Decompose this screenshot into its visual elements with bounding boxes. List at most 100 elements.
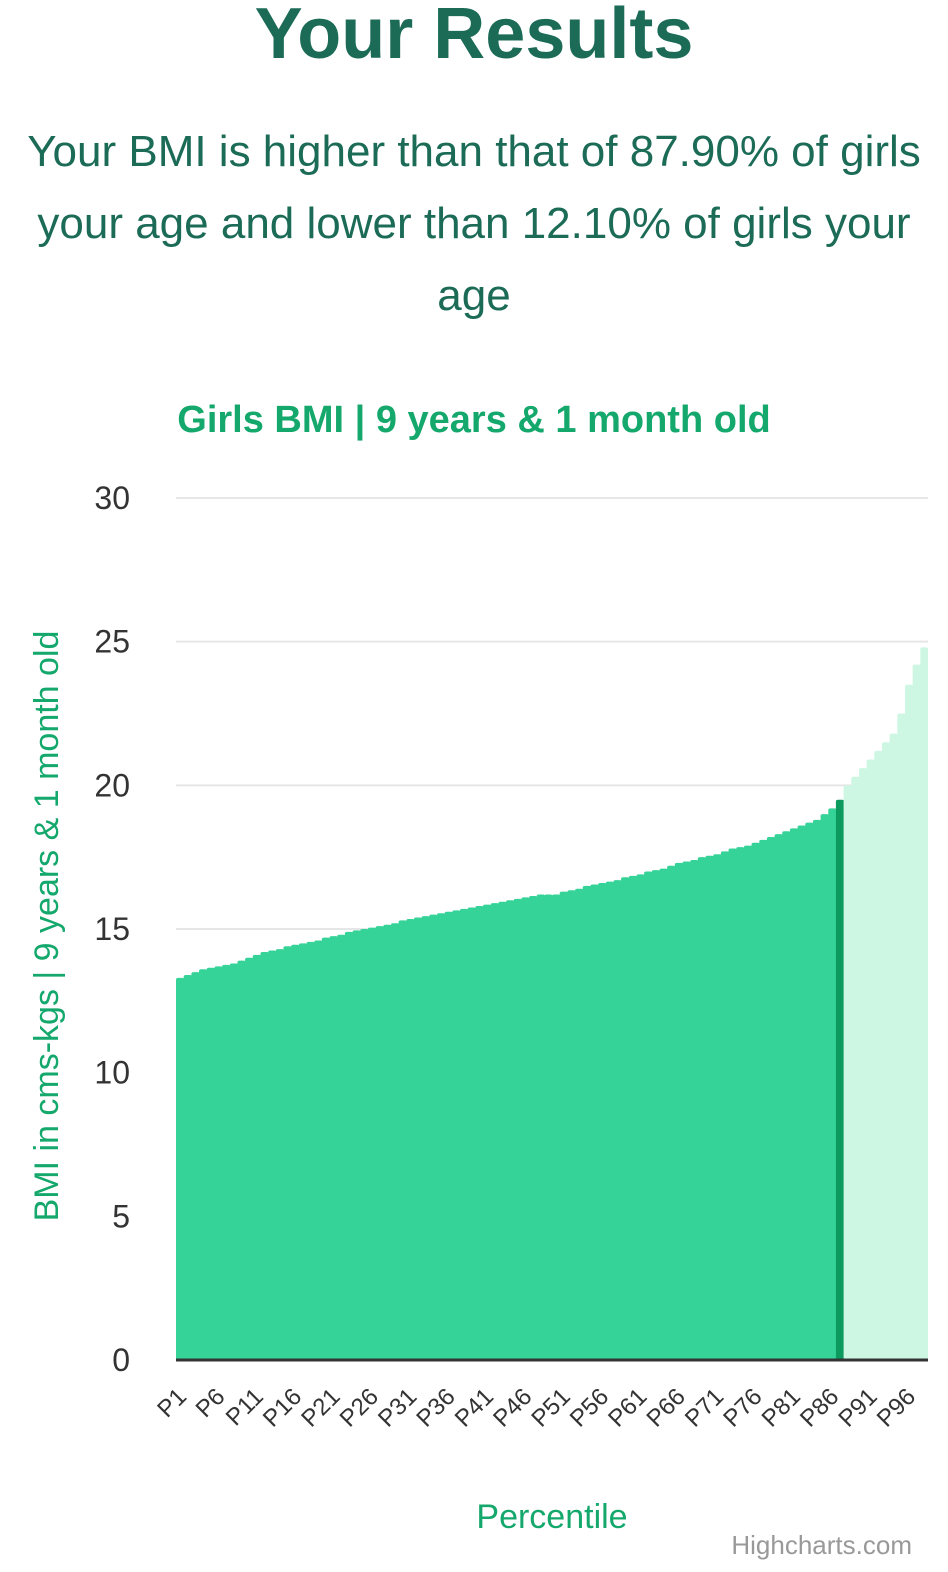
highcharts-credit-link[interactable]: Highcharts.com [731, 1530, 912, 1560]
bar-p77[interactable] [759, 839, 768, 1360]
bar-p8[interactable] [229, 963, 238, 1360]
bar-p53[interactable] [575, 888, 584, 1360]
bar-p20[interactable] [321, 937, 331, 1360]
bar-p82[interactable] [797, 825, 806, 1360]
bar-p44[interactable] [505, 900, 515, 1360]
bar-p37[interactable] [452, 910, 461, 1360]
bar-p26[interactable] [367, 927, 377, 1360]
bar-p35[interactable] [436, 913, 446, 1360]
bar-p10[interactable] [245, 957, 254, 1360]
bar-p65[interactable] [667, 865, 676, 1360]
bar-p86[interactable] [828, 808, 837, 1360]
bar-p1[interactable] [176, 977, 185, 1360]
bar-p83[interactable] [805, 822, 814, 1360]
bar-p3[interactable] [191, 972, 200, 1360]
bar-p51[interactable] [559, 891, 568, 1360]
bar-p28[interactable] [383, 924, 392, 1360]
bar-p79[interactable] [774, 834, 783, 1360]
bar-p96[interactable] [904, 684, 914, 1360]
bar-p27[interactable] [375, 926, 384, 1360]
bar-p75[interactable] [743, 845, 753, 1360]
bar-p36[interactable] [444, 911, 453, 1360]
bar-p57[interactable] [605, 881, 614, 1360]
bar-p7[interactable] [222, 964, 231, 1360]
bar-p2[interactable] [183, 974, 192, 1360]
bar-p63[interactable] [651, 870, 661, 1360]
bar-p59[interactable] [621, 877, 630, 1360]
bar-p52[interactable] [567, 890, 576, 1360]
bar-p47[interactable] [528, 895, 538, 1360]
bar-p15[interactable] [283, 946, 292, 1360]
bar-p18[interactable] [306, 941, 315, 1360]
bar-p29[interactable] [390, 923, 400, 1360]
bar-p46[interactable] [521, 897, 530, 1360]
bar-p19[interactable] [314, 940, 323, 1360]
bar-p39[interactable] [467, 907, 476, 1360]
bar-p61[interactable] [636, 874, 645, 1360]
bar-p67[interactable] [682, 861, 691, 1360]
bar-p91[interactable] [866, 759, 875, 1360]
bar-p58[interactable] [613, 880, 622, 1360]
bar-p60[interactable] [628, 875, 638, 1360]
bar-p98[interactable] [920, 647, 928, 1360]
bar-p16[interactable] [291, 944, 300, 1360]
bar-p93[interactable] [881, 742, 891, 1360]
bar-p4[interactable] [199, 969, 208, 1360]
bar-p73[interactable] [728, 848, 737, 1360]
bar-p76[interactable] [751, 842, 760, 1360]
bar-p74[interactable] [736, 847, 745, 1360]
bar-p24[interactable] [352, 930, 361, 1360]
bar-p48[interactable] [536, 894, 545, 1360]
bar-p69[interactable] [697, 857, 707, 1360]
bar-p9[interactable] [237, 960, 246, 1360]
bar-p25[interactable] [360, 929, 369, 1360]
bar-p85[interactable] [820, 814, 829, 1360]
bar-p95[interactable] [897, 713, 906, 1361]
bar-p88[interactable] [843, 785, 852, 1360]
bar-p49[interactable] [544, 894, 553, 1360]
bar-p72[interactable] [720, 851, 730, 1360]
x-tick-label: P91 [833, 1383, 882, 1432]
bar-p14[interactable] [275, 949, 285, 1360]
bar-p12[interactable] [260, 951, 269, 1360]
bar-p30[interactable] [398, 920, 407, 1360]
bar-p54[interactable] [582, 885, 591, 1360]
bar-p80[interactable] [782, 831, 791, 1360]
bar-p32[interactable] [413, 917, 423, 1360]
bar-p94[interactable] [889, 733, 898, 1360]
bar-p87[interactable] [835, 799, 845, 1360]
bar-p68[interactable] [690, 860, 699, 1360]
bar-p45[interactable] [513, 898, 522, 1360]
bar-p23[interactable] [344, 931, 354, 1360]
bar-p97[interactable] [912, 664, 921, 1360]
bar-p90[interactable] [858, 768, 868, 1360]
bar-p6[interactable] [214, 966, 223, 1360]
bar-p92[interactable] [874, 750, 883, 1360]
bar-p70[interactable] [705, 855, 714, 1360]
bar-p81[interactable] [789, 828, 799, 1360]
bar-p43[interactable] [498, 901, 507, 1360]
bar-p11[interactable] [252, 954, 262, 1360]
bar-p31[interactable] [406, 918, 415, 1360]
bar-p21[interactable] [329, 936, 338, 1360]
bar-p56[interactable] [598, 883, 607, 1360]
bar-p89[interactable] [851, 776, 860, 1360]
bar-p42[interactable] [490, 903, 499, 1360]
bar-p64[interactable] [659, 868, 668, 1360]
bar-p66[interactable] [674, 862, 684, 1360]
bar-p78[interactable] [766, 837, 776, 1360]
bar-p22[interactable] [337, 934, 346, 1360]
bar-p13[interactable] [268, 950, 277, 1360]
bar-p62[interactable] [644, 871, 653, 1360]
bar-p84[interactable] [812, 819, 822, 1360]
bar-p41[interactable] [482, 904, 492, 1360]
bar-p50[interactable] [552, 894, 561, 1360]
bar-p40[interactable] [475, 906, 484, 1360]
bar-p55[interactable] [590, 884, 599, 1360]
bar-p5[interactable] [206, 967, 215, 1360]
bar-p38[interactable] [459, 908, 469, 1360]
bar-p34[interactable] [429, 914, 438, 1360]
bar-p17[interactable] [298, 943, 308, 1360]
bar-p71[interactable] [713, 854, 722, 1360]
bar-p33[interactable] [421, 916, 430, 1360]
